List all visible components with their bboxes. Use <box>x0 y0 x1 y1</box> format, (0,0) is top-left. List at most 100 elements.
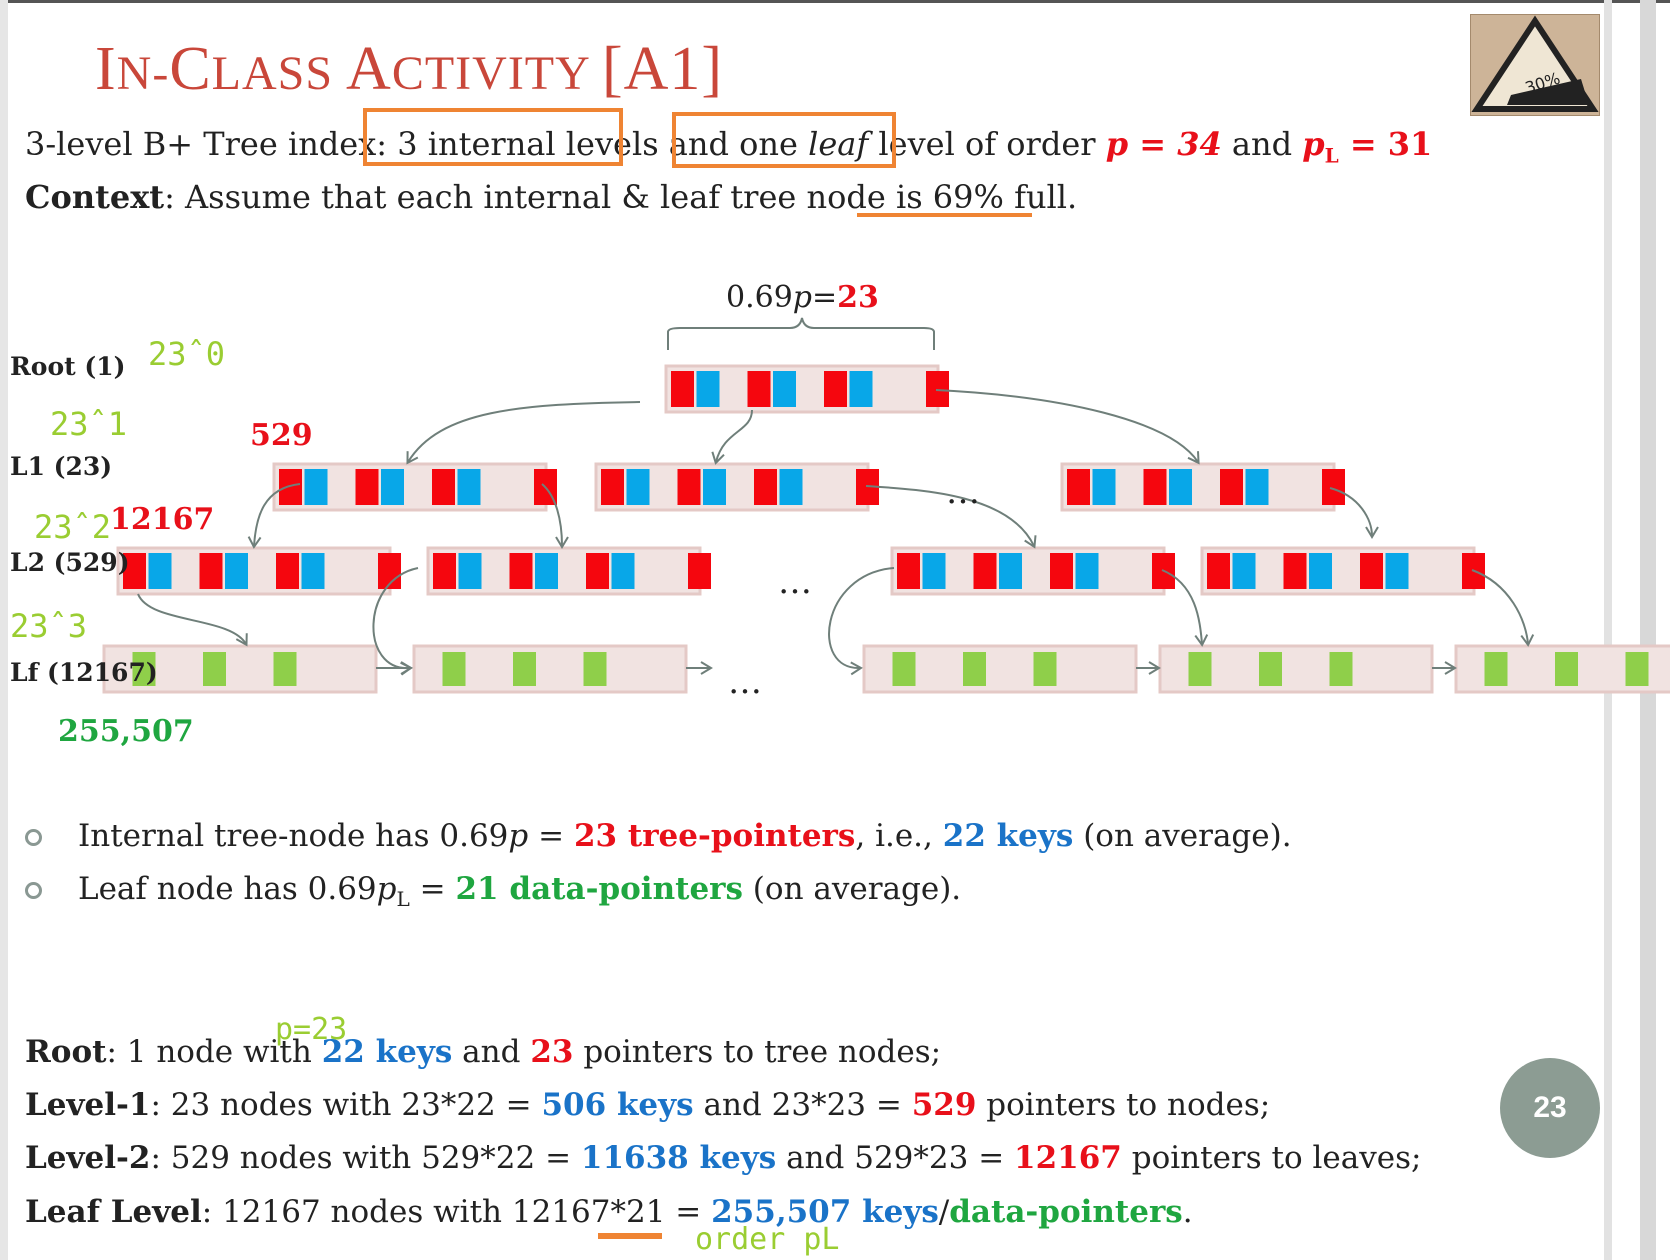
pointer-cell <box>754 469 777 505</box>
key-cell <box>1075 553 1099 589</box>
key-cell <box>1385 553 1409 589</box>
annotation-pow3: 23ˆ3 <box>10 607 88 645</box>
leaf-node <box>1158 644 1434 694</box>
key-cell <box>1092 469 1116 505</box>
bullet1-keys: 22 keys <box>942 818 1074 854</box>
bullet2-b: = <box>409 871 456 907</box>
key-cell <box>999 553 1022 589</box>
underline-21 <box>598 1233 662 1239</box>
level1-c: pointers to nodes; <box>976 1087 1271 1123</box>
arrow-l2-leafd <box>1161 569 1209 647</box>
leaf-node <box>412 644 688 694</box>
internal-node <box>594 462 879 512</box>
pointer-cell <box>1360 553 1383 589</box>
page-number: 23 <box>1533 1091 1567 1124</box>
data-pointer-cell <box>1259 652 1282 686</box>
bullet1-a: Internal tree-node has 0.69 <box>78 818 509 854</box>
pointer-cell <box>897 553 920 589</box>
arrow-l2-leafb <box>372 567 419 676</box>
bullet1-c: , i.e., <box>855 818 943 854</box>
note-p23: p=23 <box>275 1012 348 1047</box>
level2-label: Level-2 <box>25 1140 151 1176</box>
data-pointer-cell <box>1555 652 1578 686</box>
data-pointer-cell <box>1484 652 1508 686</box>
title-part: A <box>346 35 392 103</box>
order-pl-value: = 31 <box>1338 125 1433 163</box>
bullet1-b: = <box>528 818 574 854</box>
key-cell <box>1309 553 1332 589</box>
bullet1-p: p <box>508 818 529 854</box>
brace-label-prefix: 0.69 <box>726 280 793 315</box>
annotation-count-leaf: 255,507 <box>58 714 194 749</box>
pointer-cell <box>926 371 949 407</box>
brace-label-p: p <box>792 280 813 315</box>
order-pl-symbol: p <box>1302 125 1325 163</box>
arrow-l1-l2b <box>541 483 569 549</box>
data-pointer-cell <box>1625 652 1649 686</box>
arrow-l1-l2a <box>247 483 301 549</box>
bullet1-d: (on average). <box>1073 818 1292 854</box>
brace-label-value: 23 <box>837 280 879 315</box>
leaf-data-pointers: data-pointers <box>949 1194 1183 1230</box>
title-part: C <box>169 35 212 103</box>
bullet2-d: (on average). <box>742 871 962 907</box>
internal-node <box>116 546 401 596</box>
key-cell <box>381 469 404 505</box>
data-pointer-cell <box>892 652 916 686</box>
pointer-cell <box>973 553 997 589</box>
level1-keys: 506 keys <box>541 1087 694 1123</box>
line1-internal-levels: 3 internal levels <box>397 125 659 163</box>
key-cell <box>457 469 481 505</box>
right-border-outer <box>1640 0 1656 1260</box>
arrow-root-l1a <box>406 401 641 465</box>
key-cell <box>779 469 803 505</box>
key-cell <box>304 469 328 505</box>
bullet2-data-pointers: 21 data-pointers <box>455 871 743 907</box>
data-pointer-cell <box>583 652 607 686</box>
arrow-l2-leafe <box>1471 569 1535 647</box>
pointer-cell <box>1283 553 1307 589</box>
line-level2: Level-2: 529 nodes with 529*22 = 11638 k… <box>25 1140 1421 1176</box>
leaf-keys: 255,507 keys <box>711 1194 939 1230</box>
root-pointers: 23 <box>530 1034 574 1070</box>
brace-label: 0.69p=23 <box>726 280 879 315</box>
annotation-pow0: 23ˆ0 <box>148 335 226 373</box>
bullet2-sub: L <box>396 887 410 912</box>
leaf-label: Leaf Level <box>25 1194 202 1230</box>
arrow-root-l1b <box>711 409 753 465</box>
leaf-c: . <box>1182 1194 1193 1230</box>
leaf-node <box>862 644 1138 694</box>
context-text: : Assume that each internal & leaf tree … <box>164 178 1078 216</box>
level-label-l1: L1 (23) <box>10 452 113 481</box>
level2-keys: 11638 keys <box>580 1140 777 1176</box>
pointer-cell <box>199 553 223 589</box>
underline-69-full <box>857 213 1032 217</box>
level2-b: and 529*23 = <box>776 1140 1015 1176</box>
key-cell <box>1245 469 1269 505</box>
level-label-root: Root (1) <box>10 352 126 381</box>
pointer-cell <box>601 469 624 505</box>
root-label: Root <box>25 1034 107 1070</box>
annotation-count-l1: 529 <box>250 418 313 453</box>
slide-title: IN-CLASS ACTIVITY [A1] <box>95 34 723 105</box>
line-tree-index: 3-level B+ Tree index: 3 internal levels… <box>25 125 1432 167</box>
highlight-box-leaf <box>672 112 896 168</box>
context-label: Context <box>25 178 165 216</box>
annotation-pow2: 23ˆ2 <box>34 508 112 546</box>
key-cell <box>225 553 248 589</box>
key-cell <box>696 371 720 407</box>
bullet1-tree-pointers: 23 tree-pointers <box>573 818 856 854</box>
pointer-cell <box>1207 553 1230 589</box>
pointer-cell <box>671 371 694 407</box>
order-p: p = 34 <box>1105 125 1222 163</box>
leaf-slash: / <box>938 1194 950 1230</box>
pointer-cell <box>824 371 847 407</box>
note-order-pl: order pL <box>695 1222 840 1257</box>
title-part: [A1] <box>602 35 724 103</box>
root-b: and <box>452 1034 531 1070</box>
pointer-cell <box>747 371 771 407</box>
level1-b: and 23*23 = <box>693 1087 912 1123</box>
level2-c: pointers to leaves; <box>1121 1140 1422 1176</box>
title-part: N- <box>116 47 170 100</box>
